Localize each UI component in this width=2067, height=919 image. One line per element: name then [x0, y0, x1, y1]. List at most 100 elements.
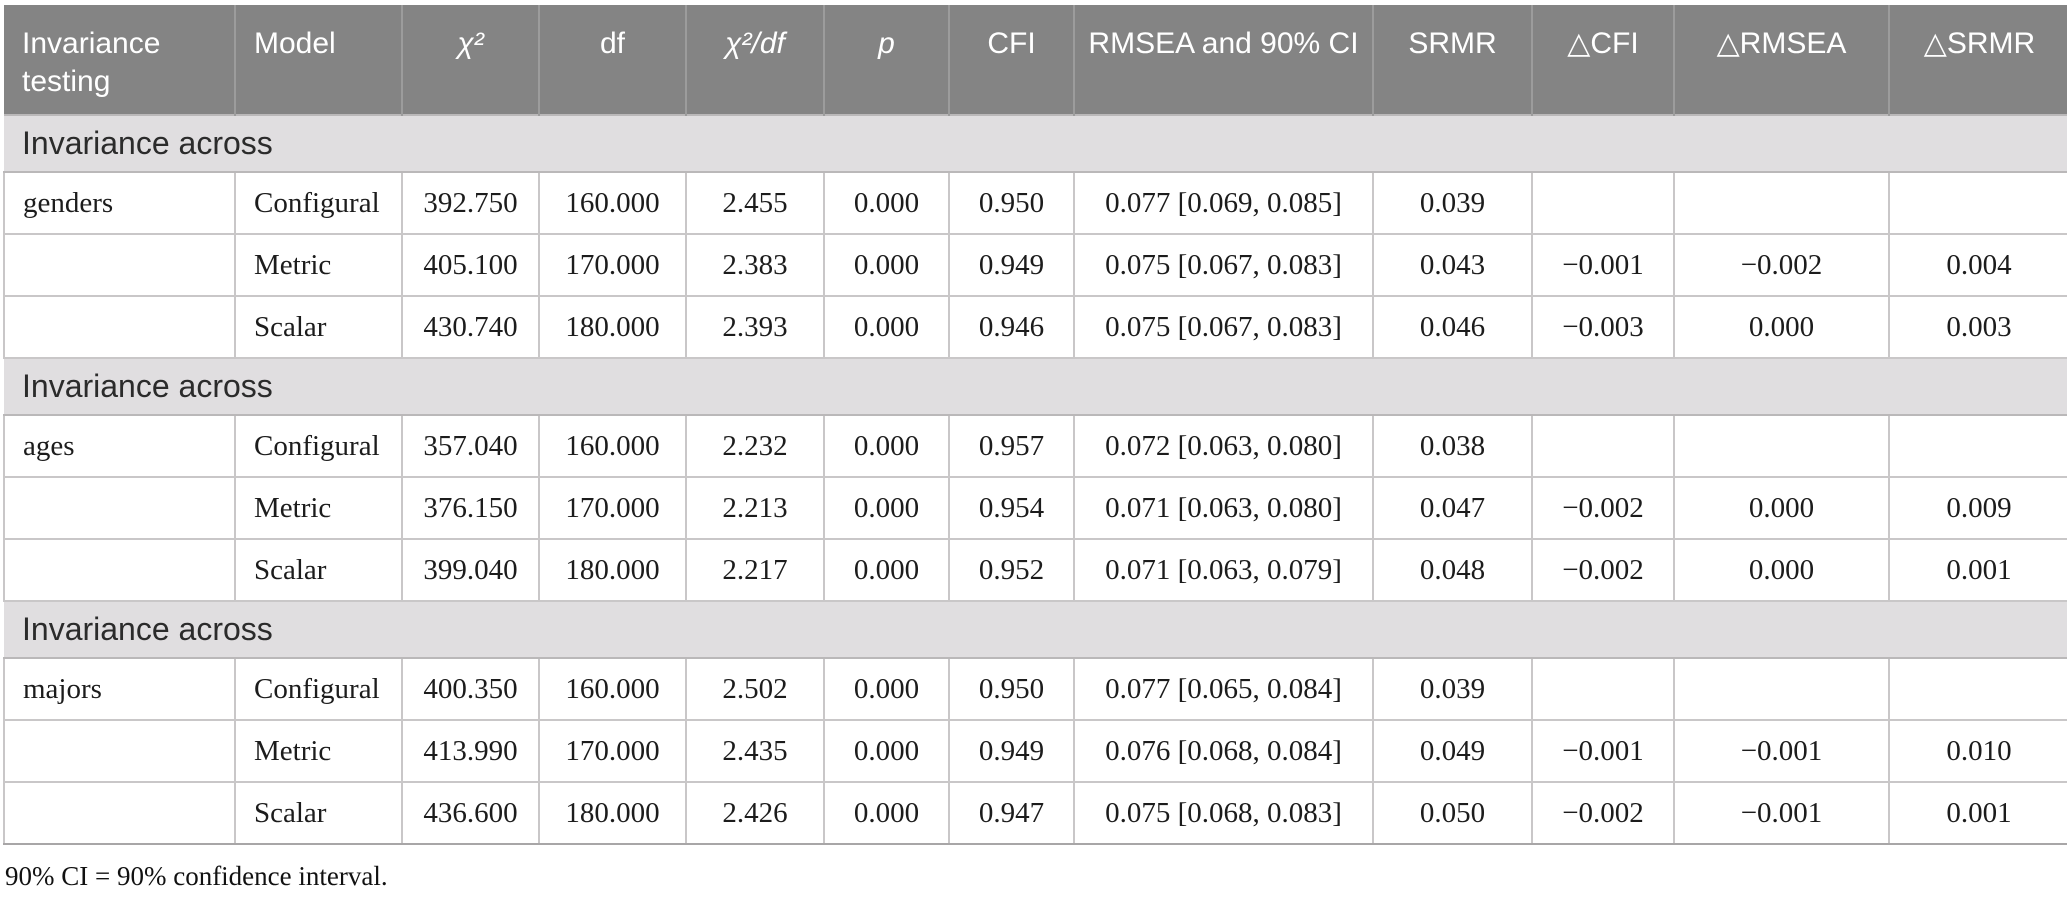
cell-chi2: 376.150 [401, 476, 540, 540]
cell-delta-cfi [1531, 657, 1675, 721]
cell-model: Configural [234, 657, 403, 721]
cell-srmr: 0.050 [1372, 781, 1533, 845]
cell-delta-srmr: 0.001 [1888, 781, 2067, 845]
cell-delta-srmr [1888, 414, 2067, 478]
cell-invariance-testing: genders [3, 171, 236, 235]
cell-df: 170.000 [538, 719, 687, 783]
cell-chi2-df: 2.393 [685, 295, 825, 359]
cell-model: Configural [234, 171, 403, 235]
cell-p: 0.000 [823, 476, 950, 540]
section-header: Invariance across [4, 114, 2067, 173]
cell-chi2: 392.750 [401, 171, 540, 235]
cell-cfi: 0.949 [948, 233, 1075, 297]
section-header: Invariance across [4, 600, 2067, 659]
cell-delta-cfi [1531, 171, 1675, 235]
cell-invariance-testing: majors [3, 657, 236, 721]
column-header-delta-srmr: △SRMR [1889, 5, 2067, 115]
section-header: Invariance across [4, 357, 2067, 416]
cell-chi2-df: 2.217 [685, 538, 825, 602]
cell-chi2: 430.740 [401, 295, 540, 359]
column-header-model: Model [235, 5, 403, 115]
cell-invariance-testing: ages [3, 414, 236, 478]
cell-delta-rmsea: −0.002 [1673, 233, 1890, 297]
cell-df: 180.000 [538, 781, 687, 845]
cell-model: Scalar [234, 295, 403, 359]
cell-srmr: 0.039 [1372, 171, 1533, 235]
cell-delta-rmsea [1673, 657, 1890, 721]
cell-cfi: 0.957 [948, 414, 1075, 478]
cell-rmsea-ci: 0.075 [0.067, 0.083] [1073, 295, 1374, 359]
cell-model: Scalar [234, 538, 403, 602]
cell-df: 170.000 [538, 476, 687, 540]
cell-cfi: 0.950 [948, 171, 1075, 235]
cell-delta-srmr: 0.001 [1888, 538, 2067, 602]
cell-chi2: 405.100 [401, 233, 540, 297]
cell-chi2-df: 2.455 [685, 171, 825, 235]
cell-delta-srmr [1888, 657, 2067, 721]
cell-df: 160.000 [538, 414, 687, 478]
cell-cfi: 0.949 [948, 719, 1075, 783]
cell-chi2: 357.040 [401, 414, 540, 478]
column-header-chi2-df: χ²/df [686, 5, 825, 115]
cell-p: 0.000 [823, 171, 950, 235]
cell-delta-rmsea: −0.001 [1673, 781, 1890, 845]
cell-p: 0.000 [823, 719, 950, 783]
column-header-invariance-testing: Invariance testing [4, 5, 236, 115]
table-row: Metric 376.150 170.000 2.213 0.000 0.954 0.071… [3, 476, 2067, 540]
table-row: Metric 413.990 170.000 2.435 0.000 0.949 0.076… [3, 719, 2067, 783]
column-header-rmsea-ci: RMSEA and 90% CI [1074, 5, 1374, 115]
invariance-testing-table: Invariance testing Model χ² df χ²/df p CFI RMSE… [3, 5, 2067, 845]
cell-df: 160.000 [538, 171, 687, 235]
cell-rmsea-ci: 0.072 [0.063, 0.080] [1073, 414, 1374, 478]
cell-rmsea-ci: 0.077 [0.069, 0.085] [1073, 171, 1374, 235]
table-row: Scalar 436.600 180.000 2.426 0.000 0.947 0.075… [3, 781, 2067, 845]
cell-rmsea-ci: 0.076 [0.068, 0.084] [1073, 719, 1374, 783]
cell-model: Metric [234, 233, 403, 297]
column-header-delta-cfi: △CFI [1532, 5, 1675, 115]
cell-rmsea-ci: 0.075 [0.068, 0.083] [1073, 781, 1374, 845]
cell-delta-rmsea [1673, 414, 1890, 478]
cell-model: Metric [234, 476, 403, 540]
cell-cfi: 0.954 [948, 476, 1075, 540]
column-header-delta-rmsea: △RMSEA [1674, 5, 1890, 115]
cell-model: Scalar [234, 781, 403, 845]
cell-rmsea-ci: 0.077 [0.065, 0.084] [1073, 657, 1374, 721]
table-row: ages Configural 357.040 160.000 2.232 0.000 0.… [3, 414, 2067, 478]
table-row: genders Configural 392.750 160.000 2.455 0.00… [3, 171, 2067, 235]
cell-delta-cfi: −0.001 [1531, 233, 1675, 297]
cell-chi2-df: 2.232 [685, 414, 825, 478]
cell-cfi: 0.947 [948, 781, 1075, 845]
column-header-p: p [824, 5, 950, 115]
cell-df: 180.000 [538, 295, 687, 359]
cell-chi2: 399.040 [401, 538, 540, 602]
cell-chi2-df: 2.435 [685, 719, 825, 783]
cell-cfi: 0.952 [948, 538, 1075, 602]
table-row: Metric 405.100 170.000 2.383 0.000 0.949 0.075… [3, 233, 2067, 297]
cell-srmr: 0.049 [1372, 719, 1533, 783]
cell-delta-rmsea: 0.000 [1673, 538, 1890, 602]
table-row: Scalar 430.740 180.000 2.393 0.000 0.946 0.075… [3, 295, 2067, 359]
cell-chi2-df: 2.213 [685, 476, 825, 540]
cell-srmr: 0.047 [1372, 476, 1533, 540]
cell-delta-srmr: 0.010 [1888, 719, 2067, 783]
cell-chi2-df: 2.426 [685, 781, 825, 845]
cell-delta-cfi: −0.002 [1531, 781, 1675, 845]
table-row: majors Configural 400.350 160.000 2.502 0.000… [3, 657, 2067, 721]
cell-delta-srmr: 0.003 [1888, 295, 2067, 359]
column-header-chi2: χ² [402, 5, 540, 115]
cell-srmr: 0.048 [1372, 538, 1533, 602]
column-header-srmr: SRMR [1373, 5, 1533, 115]
cell-delta-cfi [1531, 414, 1675, 478]
cell-chi2-df: 2.383 [685, 233, 825, 297]
cell-chi2: 413.990 [401, 719, 540, 783]
cell-invariance-testing [3, 781, 236, 845]
cell-delta-cfi: −0.002 [1531, 476, 1675, 540]
cell-delta-rmsea: 0.000 [1673, 295, 1890, 359]
cell-invariance-testing [3, 476, 236, 540]
cell-delta-cfi: −0.002 [1531, 538, 1675, 602]
cell-chi2-df: 2.502 [685, 657, 825, 721]
cell-delta-cfi: −0.003 [1531, 295, 1675, 359]
column-header-cfi: CFI [949, 5, 1075, 115]
cell-rmsea-ci: 0.071 [0.063, 0.080] [1073, 476, 1374, 540]
cell-model: Metric [234, 719, 403, 783]
